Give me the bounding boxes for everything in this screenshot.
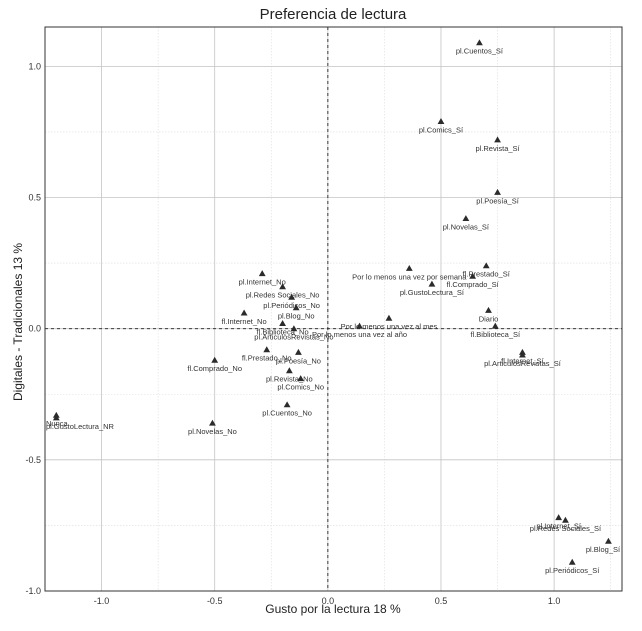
data-point-marker	[279, 320, 286, 326]
data-point-label: pl.Periódicos_Sí	[545, 566, 600, 575]
data-point-label: Por lo menos una vez por semana	[352, 272, 467, 281]
data-point-label: fl.Biblioteca_Sí	[470, 330, 521, 339]
data-point-marker	[476, 39, 483, 46]
plot-panel-border	[44, 26, 623, 592]
data-point-label: pl.ArticulosRevistas_No	[254, 333, 333, 342]
y-tick-label: 0.5	[28, 193, 41, 203]
data-point-marker	[290, 325, 298, 332]
x-tick-label: 0.5	[435, 596, 448, 606]
data-point-marker	[263, 346, 271, 353]
point-labels: pl.Cuentos_Sí pl.Comics_Sí pl.Revista_Sípl…	[46, 47, 621, 575]
data-point-marker	[494, 136, 501, 143]
data-point-label: fl.Comprado_No	[187, 364, 242, 373]
x-axis-tick-labels: -1.0 -0.5 0.0 0.5 1.0	[94, 596, 561, 606]
data-point-label: fl.Internet_Sí	[501, 356, 544, 365]
data-point-label: pl.Redes Sociales_Sí	[530, 524, 602, 533]
data-point-label: fl.Biblioteca_No	[257, 327, 309, 336]
data-point-label: pl.Blog_Sí	[586, 545, 621, 554]
data-point-marker	[292, 304, 300, 311]
data-point-marker	[519, 351, 526, 358]
x-tick-label: -1.0	[94, 596, 110, 606]
data-point-marker	[482, 262, 490, 269]
data-point-label: pl.Revista_Sí	[475, 144, 520, 153]
data-point-marker	[605, 537, 612, 544]
data-point-marker	[405, 264, 413, 271]
data-point-marker	[211, 356, 219, 363]
data-point-marker	[485, 306, 492, 313]
data-points	[52, 39, 612, 565]
data-point-label: fl.Prestado_Sí	[463, 270, 511, 279]
data-point-label: pl.ArticulosRevistas_Sí	[484, 359, 562, 368]
reference-lines	[45, 27, 622, 591]
data-point-marker	[568, 558, 576, 565]
data-point-marker	[52, 414, 60, 421]
data-point-label: fl.Comprado_Sí	[447, 280, 500, 289]
data-point-marker	[209, 419, 216, 426]
data-point-marker	[491, 322, 499, 329]
data-point-marker	[297, 375, 305, 382]
data-point-marker	[469, 272, 477, 279]
data-point-marker	[288, 293, 296, 300]
data-point-marker	[295, 348, 302, 355]
data-point-marker	[462, 215, 470, 222]
x-axis-title: Gusto por la lectura 18 %	[265, 602, 401, 616]
data-point-label: pl.Cuentos_No	[262, 409, 312, 418]
data-point-label: pl.Comics_No	[277, 383, 324, 392]
data-point-label: fl.Internet_No	[222, 317, 267, 326]
data-point-label: pl.Novelas_Sí	[443, 222, 490, 231]
y-axis-title: Digitales - Tradicionales 13 %	[11, 243, 25, 401]
data-point-marker	[258, 270, 266, 277]
data-point-label: Diario	[479, 314, 499, 323]
x-tick-label: 0.0	[322, 596, 335, 606]
y-tick-label: -1.0	[25, 586, 41, 596]
data-point-marker	[279, 283, 286, 290]
data-point-label: pl.Poesía_No	[276, 356, 321, 365]
data-point-label: Por lo menos una vez al año	[312, 330, 407, 339]
chart-title: Preferencia de lectura	[260, 6, 407, 23]
data-point-label: pl.GustoLectura_NR	[46, 422, 115, 431]
data-point-label: pl.Cuentos_Sí	[456, 47, 504, 56]
data-point-marker	[555, 514, 563, 521]
data-point-label: Por lo menos una vez al mes	[341, 322, 438, 331]
data-point-label: fl.Prestado_No	[242, 354, 292, 363]
data-point-marker	[283, 401, 291, 408]
data-point-marker	[562, 516, 569, 523]
y-tick-label: 0.0	[28, 324, 41, 334]
data-point-marker	[356, 322, 363, 329]
data-point-label: pl.GustoLectura_Sí	[400, 288, 465, 297]
data-point-marker	[494, 188, 501, 195]
data-point-label: pl.Poesía_Sí	[476, 196, 519, 205]
x-tick-label: -0.5	[207, 596, 223, 606]
data-point-marker	[285, 367, 293, 374]
data-point-marker	[428, 280, 436, 287]
data-point-label: pl.Internet_No	[239, 278, 286, 287]
data-point-marker	[240, 309, 248, 316]
data-point-label: pl.Redes Sociales_No	[246, 291, 320, 300]
data-point-label: Nunca	[46, 419, 69, 428]
data-point-label: pl.Periódicos_No	[263, 301, 320, 310]
data-point-label: pl.Internet_Sí	[536, 522, 582, 531]
data-point-marker	[385, 314, 393, 321]
grid-lines	[44, 27, 622, 592]
y-axis-tick-labels: -1.0 -0.5 0.0 0.5 1.0	[25, 61, 41, 596]
y-tick-label: -0.5	[25, 455, 41, 465]
data-point-label: pl.Comics_Sí	[419, 125, 464, 134]
y-tick-label: 1.0	[28, 61, 41, 71]
data-point-marker	[437, 118, 445, 124]
x-tick-label: 1.0	[548, 596, 561, 606]
data-point-label: pl.Novelas_No	[188, 427, 237, 436]
data-point-label: pl.Blog_No	[278, 312, 315, 321]
data-point-label: pl.Revista_No	[266, 375, 313, 384]
